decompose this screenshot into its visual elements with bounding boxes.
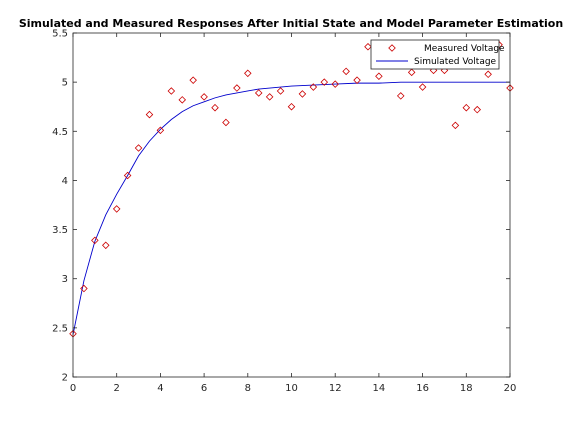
measured-voltage-point bbox=[134, 144, 143, 152]
measured-voltage-point bbox=[265, 93, 274, 101]
y-tick-label: 5 bbox=[62, 78, 68, 89]
measured-voltage-point bbox=[287, 102, 296, 111]
measured-voltage-point bbox=[473, 105, 481, 114]
measured-voltage-point bbox=[91, 236, 99, 245]
measured-voltage-point bbox=[276, 87, 285, 95]
legend: Measured Voltage Simulated Voltage bbox=[370, 39, 505, 70]
x-tick-label: 8 bbox=[245, 383, 251, 394]
measured-voltage-point bbox=[80, 284, 88, 293]
measured-voltage-point bbox=[222, 118, 230, 127]
measured-voltage-point bbox=[320, 78, 329, 86]
x-tick-label: 18 bbox=[460, 383, 473, 394]
measured-voltage-point bbox=[145, 110, 154, 119]
measured-voltage-point bbox=[189, 76, 197, 84]
y-tick-label: 4.5 bbox=[52, 127, 68, 138]
measured-voltage-point bbox=[112, 205, 121, 213]
y-tick-label: 4 bbox=[62, 176, 68, 187]
measured-voltage-point bbox=[156, 126, 165, 135]
x-tick-label: 16 bbox=[416, 383, 429, 394]
measured-voltage-point bbox=[407, 68, 416, 77]
simulated-voltage-line bbox=[72, 81, 510, 335]
measured-voltage-point bbox=[462, 103, 471, 112]
measured-voltage-point bbox=[484, 70, 492, 79]
x-tick-label: 14 bbox=[373, 383, 386, 394]
x-tick-label: 6 bbox=[201, 383, 207, 394]
legend-label-measured: Measured Voltage bbox=[424, 44, 505, 54]
legend-marker-measured bbox=[388, 44, 396, 52]
y-tick-label: 3 bbox=[62, 274, 68, 285]
measured-voltage-point bbox=[298, 90, 307, 98]
measured-voltage-point bbox=[167, 87, 176, 95]
measured-voltage-point bbox=[396, 92, 405, 100]
measured-voltage-point bbox=[353, 76, 361, 84]
y-tick-label: 3.5 bbox=[52, 225, 68, 236]
data-layer bbox=[69, 41, 514, 338]
measured-voltage-point bbox=[331, 80, 339, 88]
x-tick-label: 4 bbox=[157, 383, 163, 394]
measured-voltage-point bbox=[211, 103, 219, 112]
y-tick-label: 2 bbox=[62, 373, 68, 384]
measured-voltage-point bbox=[123, 171, 132, 180]
measured-voltage-point bbox=[102, 241, 110, 250]
measured-voltage-point bbox=[244, 69, 252, 78]
y-tick-label: 2.5 bbox=[52, 323, 68, 334]
measured-voltage-point bbox=[418, 83, 427, 91]
x-tick-label: 12 bbox=[329, 383, 342, 394]
y-tick-label: 5.5 bbox=[52, 29, 68, 40]
legend-label-simulated: Simulated Voltage bbox=[414, 57, 497, 67]
measured-voltage-point bbox=[200, 93, 208, 101]
x-tick-label: 20 bbox=[504, 383, 517, 394]
measured-voltage-point bbox=[178, 96, 187, 104]
plot-area bbox=[73, 33, 510, 377]
x-tick-label: 0 bbox=[70, 383, 76, 394]
x-tick-label: 10 bbox=[285, 383, 298, 394]
measured-voltage-point bbox=[342, 67, 350, 76]
measured-voltage-point bbox=[254, 89, 263, 97]
x-tick-label: 2 bbox=[114, 383, 120, 394]
measured-voltage-point bbox=[309, 83, 318, 91]
measured-voltage-point bbox=[364, 42, 372, 51]
measured-voltage-point bbox=[375, 72, 383, 81]
measured-voltage-point bbox=[233, 84, 241, 92]
measured-voltage-point bbox=[451, 121, 460, 130]
chart-title: Simulated and Measured Responses After I… bbox=[19, 17, 563, 30]
